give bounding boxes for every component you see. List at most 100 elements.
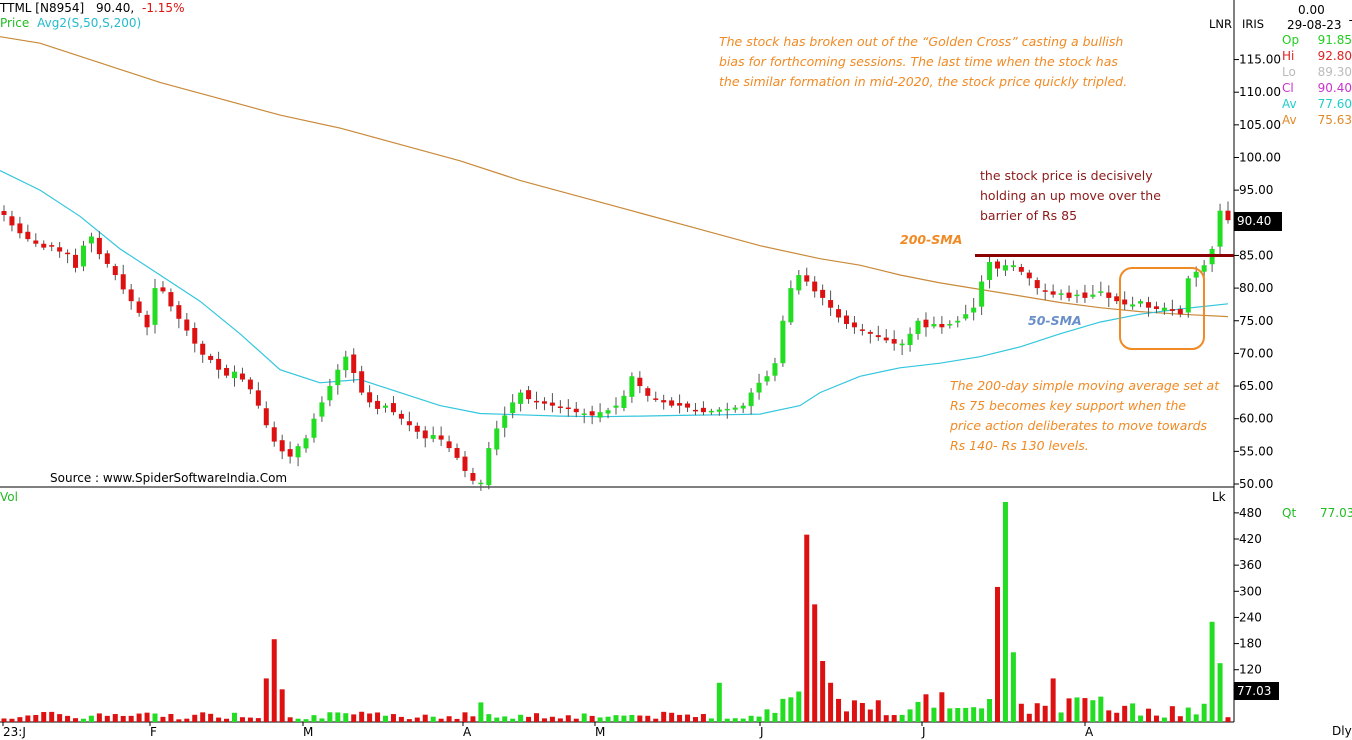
volume-bar bbox=[1010, 652, 1016, 722]
volume-bar bbox=[581, 713, 587, 722]
volume-bar bbox=[1090, 700, 1096, 722]
volume-bar bbox=[112, 714, 118, 722]
candle-body bbox=[955, 320, 961, 323]
volume-bar bbox=[557, 718, 563, 722]
ohlc-value: 89.30 bbox=[1317, 65, 1352, 79]
candle-body bbox=[1153, 306, 1159, 309]
candle-body bbox=[589, 411, 595, 416]
volume-bar bbox=[1066, 698, 1072, 722]
ohlc-value: 75.63 bbox=[1317, 113, 1352, 127]
volume-bar bbox=[708, 718, 714, 722]
volume-bar bbox=[939, 692, 945, 722]
volume-bar bbox=[57, 714, 63, 722]
candle-body bbox=[549, 402, 555, 406]
candle-body bbox=[1130, 304, 1136, 307]
volume-bar bbox=[772, 712, 778, 722]
overlay-price-label: Price bbox=[0, 16, 30, 30]
candle-body bbox=[152, 288, 158, 325]
candle-body bbox=[57, 247, 63, 252]
volume-bar bbox=[788, 697, 794, 722]
candle-body bbox=[534, 400, 540, 403]
candle-body bbox=[843, 315, 849, 325]
candle-body bbox=[41, 243, 47, 248]
price-tick-label: 80.00 bbox=[1239, 281, 1273, 295]
volume-tick-label: 480 bbox=[1239, 506, 1262, 520]
volume-bar bbox=[430, 716, 436, 722]
volume-bar bbox=[995, 586, 1001, 722]
volume-bar bbox=[406, 719, 412, 722]
source-credit: Source : www.SpiderSoftwareIndia.Com bbox=[50, 471, 288, 485]
volume-bar bbox=[1034, 703, 1040, 722]
price-tick-label: 70.00 bbox=[1239, 346, 1273, 360]
candle-body bbox=[677, 403, 683, 406]
volume-bar bbox=[843, 711, 849, 722]
volume-bar bbox=[573, 718, 579, 722]
candle-body bbox=[303, 438, 309, 449]
candle-body bbox=[788, 288, 794, 323]
candle-body bbox=[661, 400, 667, 403]
price-tick-label: 75.00 bbox=[1239, 314, 1273, 328]
candle-body bbox=[112, 266, 118, 276]
last-price-tag: 90.40 bbox=[1234, 212, 1282, 231]
candle-body bbox=[947, 324, 953, 326]
candle-body bbox=[1010, 265, 1016, 268]
candle-body bbox=[454, 448, 460, 458]
candle-body bbox=[979, 281, 985, 307]
volume-bar bbox=[812, 604, 818, 722]
volume-bar bbox=[883, 715, 889, 722]
candle-body bbox=[875, 335, 881, 338]
candle-body bbox=[653, 398, 659, 400]
volume-bar bbox=[41, 712, 47, 722]
candle-body bbox=[239, 373, 245, 380]
volume-bar bbox=[65, 715, 71, 722]
candle-body bbox=[184, 319, 190, 331]
candle-body bbox=[700, 407, 706, 413]
candle-body bbox=[1018, 266, 1024, 272]
candle-body bbox=[414, 425, 420, 432]
x-tick-label: J bbox=[759, 725, 764, 739]
volume-bar bbox=[271, 639, 277, 722]
candle-body bbox=[557, 406, 563, 408]
candle-body bbox=[494, 428, 500, 450]
volume-bar bbox=[470, 716, 476, 722]
candle-body bbox=[764, 376, 770, 382]
volume-bar bbox=[518, 714, 524, 722]
x-tick-label: A bbox=[1085, 725, 1094, 739]
volume-bar bbox=[685, 714, 691, 722]
candle-body bbox=[351, 354, 357, 373]
candle-body bbox=[899, 343, 905, 346]
volume-bar bbox=[80, 718, 86, 722]
volume-bar bbox=[867, 709, 873, 722]
ohlc-panel: Op 91.85 Hi 92.80 Lo 89.30 Cl 90.40 Av 77.60 Av 75.… bbox=[1282, 33, 1352, 129]
candle-body bbox=[247, 379, 253, 390]
volume-bar bbox=[152, 713, 158, 722]
volume-bar bbox=[836, 698, 842, 722]
candle-body bbox=[25, 231, 31, 240]
candle-body bbox=[311, 418, 317, 438]
candle-body bbox=[1058, 293, 1064, 295]
ohlc-value: 90.40 bbox=[1317, 81, 1352, 95]
candle-body bbox=[168, 292, 174, 307]
volume-bar bbox=[653, 718, 659, 722]
volume-tick-label: 300 bbox=[1239, 584, 1262, 598]
volume-bar bbox=[780, 698, 786, 722]
volume-bar bbox=[454, 718, 460, 722]
volume-bar bbox=[49, 711, 55, 722]
volume-bar bbox=[1018, 703, 1024, 722]
x-tick-label: A bbox=[463, 725, 472, 739]
volume-bar bbox=[549, 716, 555, 722]
ohlc-row: Cl 90.40 bbox=[1282, 81, 1352, 97]
x-tick-label: 23:J bbox=[3, 725, 26, 739]
volume-bar bbox=[478, 702, 484, 722]
candle-body bbox=[446, 441, 452, 449]
volume-bar bbox=[25, 715, 31, 722]
candle-body bbox=[73, 254, 79, 268]
volume-bar bbox=[669, 712, 675, 722]
volume-bar bbox=[756, 716, 762, 722]
candle-body bbox=[907, 333, 913, 346]
candle-body bbox=[581, 413, 587, 415]
candle-body bbox=[716, 409, 722, 412]
qty-value: 77.03 bbox=[1320, 506, 1352, 520]
x-tick-label: M bbox=[595, 725, 605, 739]
